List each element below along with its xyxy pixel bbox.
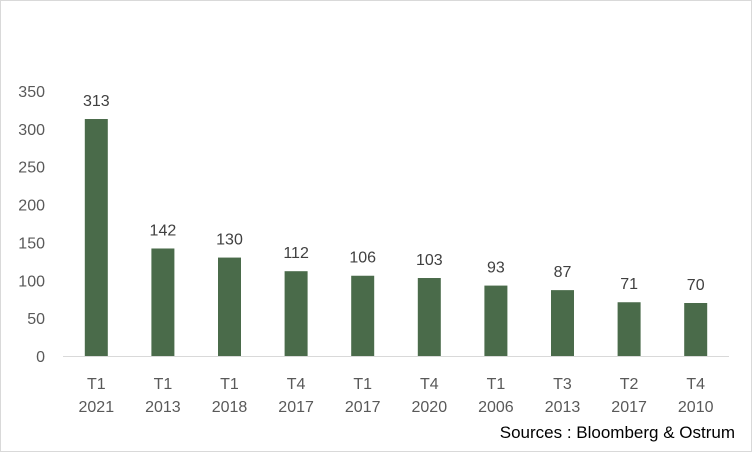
- y-tick-label: 150: [18, 235, 45, 252]
- x-tick-label-year: 2017: [611, 399, 647, 416]
- bar: [151, 248, 175, 356]
- y-tick-label: 300: [18, 122, 45, 139]
- bar: [551, 290, 574, 356]
- x-tick-label-quarter: T2: [620, 376, 639, 393]
- bar: [417, 278, 441, 356]
- y-tick-label: 0: [36, 349, 45, 366]
- x-tick-label-quarter: T4: [287, 376, 306, 393]
- data-label: 103: [416, 252, 443, 269]
- y-tick-label: 250: [18, 160, 45, 177]
- x-tick-label-quarter: T1: [353, 376, 372, 393]
- bar: [351, 275, 375, 356]
- x-tick-label-quarter: T4: [420, 376, 439, 393]
- x-tick-label-quarter: T1: [87, 376, 106, 393]
- data-label: 106: [349, 250, 376, 267]
- data-label: 87: [554, 264, 572, 281]
- bar: [684, 303, 708, 356]
- data-label: 70: [687, 277, 705, 294]
- bar: [218, 257, 241, 356]
- x-tick-label-year: 2021: [79, 399, 115, 416]
- data-label: 93: [487, 260, 505, 277]
- x-tick-label-quarter: T1: [487, 376, 506, 393]
- x-tick-label-year: 2017: [345, 399, 381, 416]
- data-label: 71: [620, 276, 638, 293]
- x-tick-label-quarter: T4: [686, 376, 705, 393]
- x-tick-label-year: 2013: [545, 399, 581, 416]
- bar: [284, 271, 308, 356]
- y-tick-label: 350: [18, 84, 45, 101]
- bar: [617, 302, 641, 356]
- source-note: Sources : Bloomberg & Ostrum: [499, 423, 735, 442]
- x-tick-label-quarter: T3: [553, 376, 572, 393]
- x-tick-label-year: 2010: [678, 399, 714, 416]
- x-tick-label-year: 2017: [278, 399, 314, 416]
- x-tick-label-quarter: T1: [154, 376, 173, 393]
- data-label: 142: [150, 222, 177, 239]
- y-tick-label: 200: [18, 198, 45, 215]
- x-tick-label-quarter: T1: [220, 376, 239, 393]
- x-tick-label-year: 2013: [145, 399, 181, 416]
- data-label: 130: [216, 232, 243, 249]
- data-label: 112: [283, 245, 309, 262]
- x-tick-label-year: 2018: [212, 399, 248, 416]
- x-tick-label-year: 2020: [412, 399, 448, 416]
- data-label: 313: [83, 93, 110, 110]
- y-tick-label: 100: [18, 273, 45, 290]
- y-tick-label: 50: [27, 311, 45, 328]
- x-tick-label-year: 2006: [478, 399, 514, 416]
- bar: [484, 285, 508, 356]
- bar: [84, 119, 108, 356]
